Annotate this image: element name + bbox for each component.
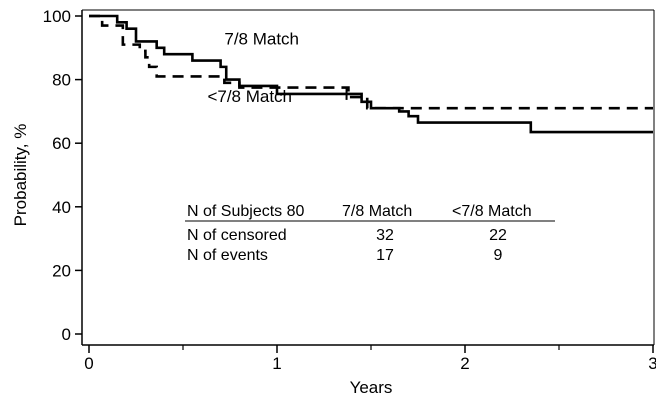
y-tick-label: 0: [62, 325, 71, 344]
x-tick-label: 0: [84, 354, 93, 373]
axes: [81, 9, 655, 346]
y-tick-label: 80: [52, 71, 71, 90]
table-cell: 9: [494, 247, 503, 264]
table-row-label: N of censored: [187, 227, 287, 244]
survival-curves: [89, 14, 653, 134]
table-row-label: N of events: [187, 247, 268, 264]
x-tick-label: 1: [272, 354, 281, 373]
y-tick-label: 100: [43, 7, 71, 26]
label-less-than-7-8-match: <7/8 Match: [207, 87, 292, 106]
y-tick-label: 40: [52, 198, 71, 217]
table-header-match: 7/8 Match: [342, 203, 412, 220]
table-cell: 32: [376, 227, 394, 244]
table-header-mismatch: <7/8 Match: [452, 203, 532, 220]
series-labels: 7/8 Match <7/8 Match: [207, 30, 299, 106]
x-tick-label: 2: [460, 354, 469, 373]
summary-table: N of Subjects 80 7/8 Match <7/8 Match N …: [185, 203, 555, 264]
table-cell: 17: [376, 247, 394, 264]
series-line-7-8-match: [89, 14, 653, 134]
x-axis-label: Years: [350, 378, 393, 397]
table-header-subjects: N of Subjects 80: [187, 203, 305, 220]
series-line-less-than-7-8-match: [89, 14, 653, 110]
y-axis-label: Probability, %: [11, 124, 30, 227]
y-tick-label: 20: [52, 261, 71, 280]
y-tick-label: 60: [52, 134, 71, 153]
table-cell: 22: [489, 227, 507, 244]
label-7-8-match: 7/8 Match: [224, 30, 299, 49]
x-tick-label: 3: [648, 354, 656, 373]
tick-marks: 0 20 40 60 80 100 0 1 2 3: [43, 7, 656, 373]
